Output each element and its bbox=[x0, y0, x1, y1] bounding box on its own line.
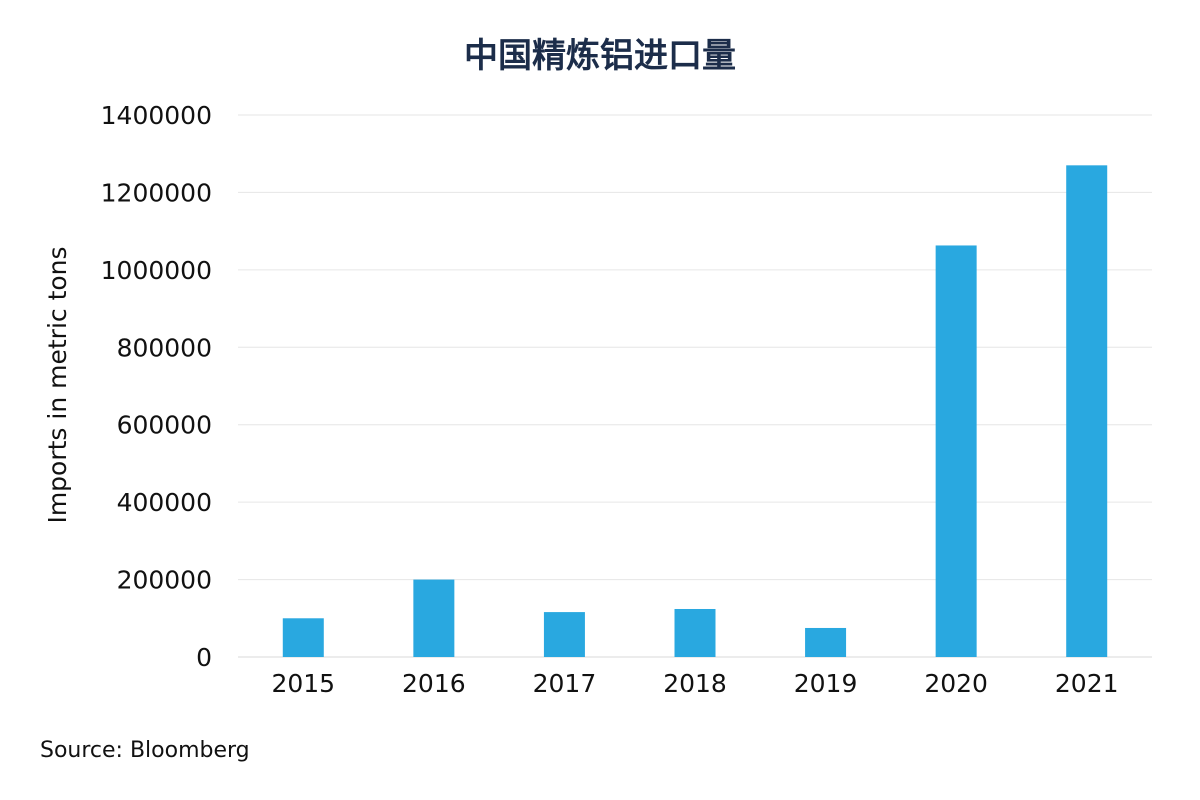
bar-2019 bbox=[805, 627, 847, 657]
source-note: Source: Bloomberg bbox=[40, 738, 250, 763]
y-tick-label: 1000000 bbox=[101, 256, 212, 285]
y-tick-label: 1400000 bbox=[101, 101, 212, 130]
bar-2021 bbox=[1066, 165, 1108, 658]
bars bbox=[282, 165, 1108, 658]
bar-2016 bbox=[413, 579, 455, 657]
y-axis-title: Imports in metric tons bbox=[43, 246, 72, 523]
y-tick-label: 800000 bbox=[117, 333, 212, 362]
x-tick-label: 2021 bbox=[1055, 669, 1119, 698]
x-tick-label: 2017 bbox=[533, 669, 597, 698]
bar-2020 bbox=[935, 245, 977, 657]
x-tick-label: 2018 bbox=[663, 669, 727, 698]
y-tick-label: 0 bbox=[196, 643, 212, 672]
bar-2017 bbox=[543, 612, 585, 657]
y-tick-label: 1200000 bbox=[101, 178, 212, 207]
chart-title: 中国精炼铝进口量 bbox=[464, 36, 736, 76]
y-tick-label: 200000 bbox=[117, 566, 212, 595]
x-tick-label: 2016 bbox=[402, 669, 466, 698]
x-tick-label: 2020 bbox=[924, 669, 988, 698]
y-tick-label: 600000 bbox=[117, 411, 212, 440]
x-axis-ticks: 2015 2016 2017 2018 2019 2020 2021 bbox=[271, 669, 1118, 698]
bar-2018 bbox=[674, 608, 716, 657]
bar-2015 bbox=[282, 618, 324, 657]
x-tick-label: 2019 bbox=[794, 669, 858, 698]
x-tick-label: 2015 bbox=[271, 669, 335, 698]
y-tick-label: 400000 bbox=[117, 488, 212, 517]
gridlines bbox=[238, 114, 1152, 658]
y-axis-ticks: 0 200000 400000 600000 800000 1000000 1200000 1… bbox=[101, 101, 212, 672]
